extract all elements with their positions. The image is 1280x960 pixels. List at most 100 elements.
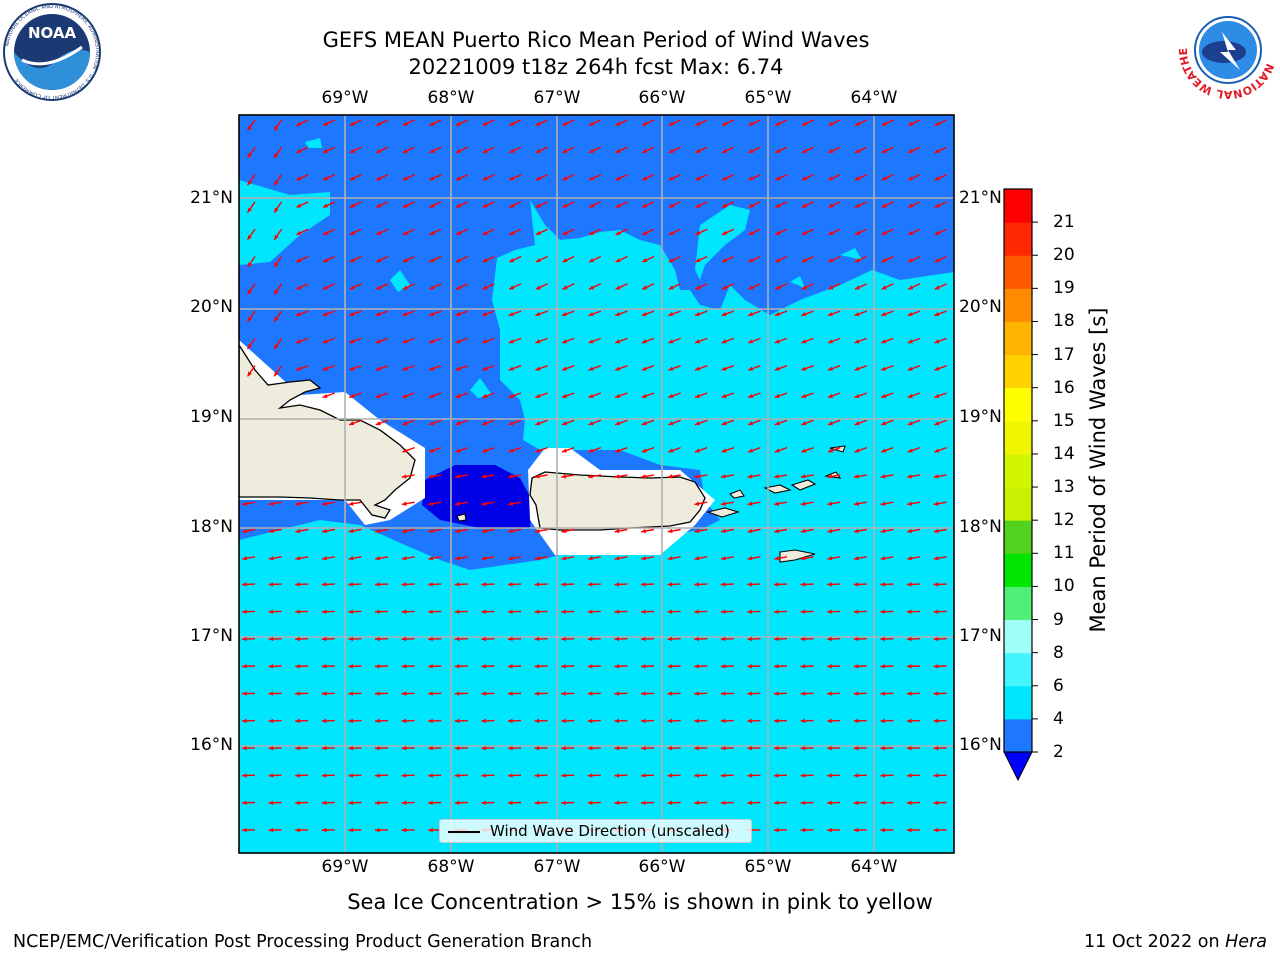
wind-wave-arrowhead (720, 691, 726, 696)
wind-wave-arrowhead (348, 746, 353, 751)
wind-wave-arrowhead (402, 448, 408, 453)
colorbar-tick-label: 9 (1053, 609, 1064, 630)
wind-wave-arrowhead (349, 421, 355, 426)
wind-wave-arrowhead (587, 582, 593, 587)
wind-wave-arrowhead (907, 339, 913, 344)
wind-wave-arrowhead (589, 148, 595, 153)
wind-wave-arrowhead (774, 366, 780, 371)
wind-wave-arrowhead (694, 718, 699, 724)
wind-wave-arrowhead (908, 258, 914, 263)
wind-wave-arrowhead (747, 556, 753, 561)
wind-wave-arrowhead (642, 258, 648, 263)
wind-wave-arrowhead (321, 800, 327, 805)
wind-wave-arrowhead (402, 176, 408, 181)
wind-wave-arrowhead (695, 121, 701, 126)
colorbar-segment (1004, 222, 1032, 256)
wind-wave-arrowhead (535, 448, 541, 453)
wind-wave-arrowhead (775, 258, 781, 263)
colorbar-frame (1003, 188, 1033, 753)
wind-wave-arrowhead (828, 285, 834, 290)
wind-wave-arrowhead (561, 691, 566, 696)
wind-wave-arrowhead (667, 556, 673, 561)
wind-wave-arrowhead (247, 344, 252, 350)
footer-date: 11 Oct 2022 on Hera (1084, 932, 1267, 952)
lon-label-bottom: 65°W (744, 857, 792, 877)
wind-wave-arrowhead (748, 311, 754, 317)
wind-wave-arrowhead (907, 501, 913, 506)
wind-wave-arrowhead (401, 827, 407, 833)
wind-wave-arrowhead (853, 501, 859, 506)
wind-wave-arrowhead (827, 474, 833, 479)
wind-wave-arrowhead (482, 121, 488, 126)
wind-wave-arrowhead (482, 393, 488, 398)
wind-wave-arrowhead (774, 528, 780, 534)
wind-wave-arrowhead (295, 339, 301, 344)
wind-wave-arrowhead (242, 691, 247, 696)
wind-wave-arrowhead (615, 176, 621, 181)
lat-label-right: 16°N (959, 735, 1002, 755)
wind-wave-arrowhead (454, 800, 460, 805)
wind-wave-arrowhead (376, 121, 382, 126)
wind-wave-arrowhead (748, 176, 754, 181)
colorbar-tick-label: 14 (1053, 443, 1075, 464)
wind-wave-arrowhead (828, 121, 834, 126)
wind-wave-arrowhead (827, 421, 833, 426)
wind-wave-arrowhead (853, 691, 859, 696)
wind-wave-arrowhead (402, 339, 408, 344)
wind-wave-arrowhead (535, 311, 541, 317)
wind-wave-arrowhead (428, 609, 433, 614)
wind-wave-arrowhead (561, 664, 566, 669)
wind-wave-arrowhead (375, 664, 380, 669)
wind-wave-arrowhead (774, 339, 780, 344)
wind-wave-arrowhead (722, 176, 728, 181)
gridlines (239, 115, 954, 853)
wind-wave-arrowhead (561, 773, 566, 778)
wind-wave-arrowhead (349, 148, 355, 153)
wind-wave-arrowhead (274, 316, 279, 322)
wind-wave-arrowhead (641, 366, 647, 371)
wind-wave-arrowhead (323, 176, 329, 181)
wind-wave-arrowhead (534, 636, 540, 642)
wind-wave-arrowhead (695, 203, 701, 208)
wind-wave-arrowhead (296, 258, 302, 263)
wind-wave-arrowhead (827, 773, 832, 778)
lon-label-top: 68°W (427, 88, 475, 108)
wind-wave-arrowhead (321, 746, 327, 751)
wind-wave-arrowhead (641, 800, 646, 805)
wind-wave-arrowhead (695, 148, 701, 153)
wind-wave-arrowhead (828, 258, 834, 263)
wind-wave-arrowhead (694, 582, 699, 587)
wind-wave-arrowhead (881, 148, 887, 153)
wind-wave-arrowhead (881, 176, 887, 181)
land-virgin-islands (790, 479, 817, 491)
wind-wave-arrowhead (508, 501, 514, 506)
map-frame (238, 114, 955, 854)
wind-wave-arrowhead (615, 230, 621, 235)
wind-wave-arrowhead (454, 528, 460, 534)
wind-wave-arrowhead (853, 528, 859, 534)
wind-wave-arrowhead (508, 339, 514, 344)
wind-wave-arrowhead (454, 582, 460, 587)
wind-wave-arrowhead (801, 176, 807, 181)
wind-wave-arrowhead (774, 474, 780, 479)
wind-wave-arrowhead (535, 230, 541, 235)
wind-wave-arrowhead (508, 366, 514, 371)
wind-wave-arrowhead (748, 366, 754, 371)
wind-wave-arrowhead (615, 393, 621, 398)
wind-wave-arrowhead (481, 609, 486, 614)
wind-wave-arrowhead (481, 501, 487, 506)
wind-wave-arrowhead (720, 474, 726, 479)
wind-wave-arrowhead (827, 528, 833, 534)
wind-wave-arrowhead (907, 366, 913, 371)
wind-wave-arrowhead (615, 121, 621, 126)
wind-wave-arrowhead (667, 773, 673, 778)
wind-wave-arrowhead (827, 366, 833, 371)
wind-wave-arrowhead (561, 448, 567, 453)
map-legend: Wind Wave Direction (unscaled) (439, 819, 752, 843)
wind-wave-arrowhead (881, 230, 887, 235)
wind-wave-arrowhead (614, 773, 619, 778)
wind-wave-arrowhead (667, 800, 673, 805)
wind-wave-arrowhead (534, 800, 540, 805)
wind-wave-arrowhead (561, 311, 567, 317)
colorbar-segment (1004, 553, 1032, 587)
